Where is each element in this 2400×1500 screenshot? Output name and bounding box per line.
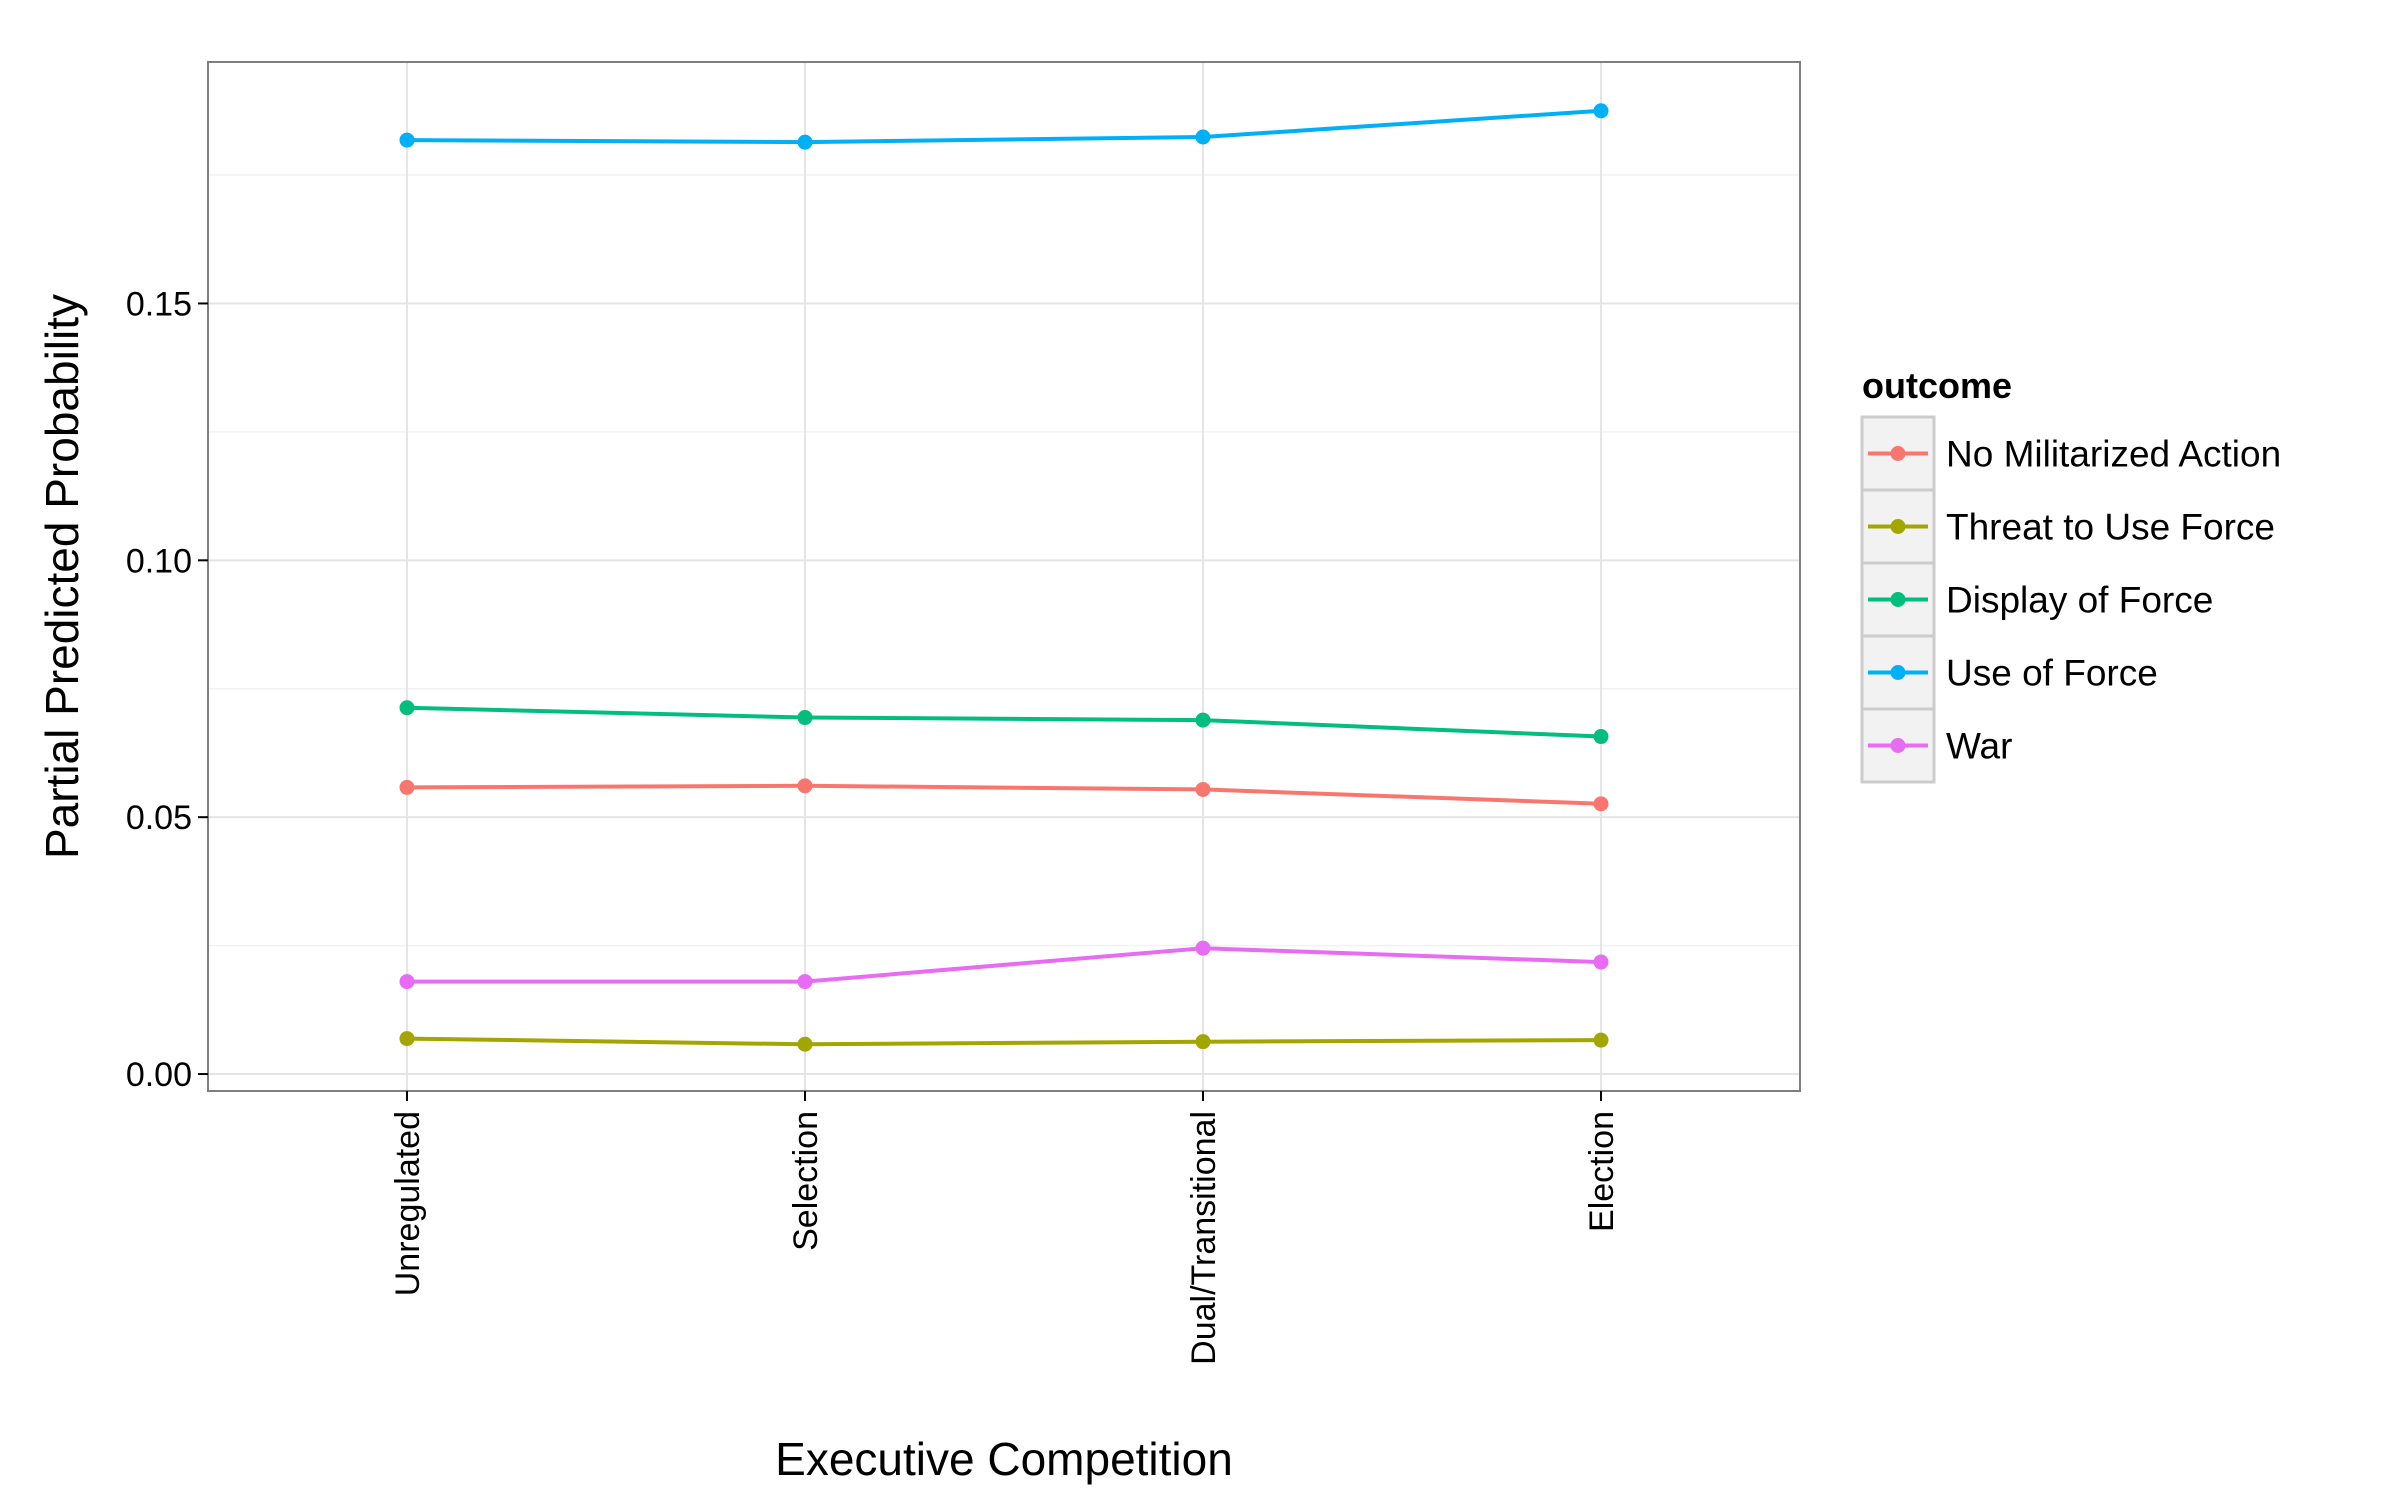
x-tick-label: Dual/Transitional — [1185, 1111, 1223, 1365]
data-point — [399, 1031, 415, 1047]
series-lines — [399, 103, 1609, 1052]
series-group — [399, 103, 1609, 150]
data-point — [1195, 1034, 1211, 1050]
data-point — [399, 700, 415, 716]
data-point — [399, 974, 415, 990]
series-group — [399, 700, 1609, 745]
axis-ticks: 0.00 0.05 0.10 0.15 Unregulated Selection Dual… — [126, 285, 1621, 1364]
x-tick-label: Selection — [787, 1111, 825, 1251]
data-point — [797, 710, 813, 726]
data-point — [399, 132, 415, 148]
legend-key-point — [1890, 519, 1906, 534]
data-point — [1593, 796, 1609, 812]
series-group — [399, 1031, 1609, 1052]
data-point — [1195, 129, 1211, 145]
series-group — [399, 778, 1609, 812]
data-point — [399, 779, 415, 795]
y-tick-label: 0.05 — [126, 799, 192, 837]
legend-key-point — [1890, 592, 1906, 607]
series-line — [406, 108, 1602, 145]
x-axis-title: Executive Competition — [775, 1433, 1233, 1485]
data-point — [797, 974, 813, 990]
y-tick-label: 0.10 — [126, 542, 192, 580]
grid — [208, 62, 1800, 1091]
y-tick-label: 0.15 — [126, 285, 192, 323]
data-point — [1593, 729, 1609, 745]
data-point — [1593, 1032, 1609, 1048]
data-point — [797, 134, 813, 150]
data-point — [1593, 954, 1609, 970]
data-point — [797, 778, 813, 794]
y-tick-label: 0.00 — [126, 1056, 192, 1094]
series-line — [407, 946, 1602, 984]
legend-label: Display of Force — [1946, 580, 2213, 621]
data-point — [1195, 712, 1211, 728]
legend-key-point — [1890, 665, 1906, 680]
data-point — [797, 1036, 813, 1052]
plot-panel-border — [207, 61, 1801, 1092]
data-point — [1593, 103, 1609, 119]
series-line — [406, 783, 1602, 806]
legend-label: War — [1946, 726, 2012, 767]
x-tick-label: Election — [1583, 1111, 1621, 1232]
y-axis-title: Partial Predicted Probability — [36, 294, 88, 859]
legend: outcome No Militarized Action Threat to U… — [1860, 365, 2281, 784]
data-point — [1195, 781, 1211, 797]
legend-key-point — [1890, 738, 1906, 753]
data-point — [1195, 940, 1211, 956]
series-group — [399, 940, 1609, 990]
series-line — [406, 1036, 1602, 1047]
legend-key-point — [1890, 446, 1906, 461]
legend-label: No Militarized Action — [1946, 434, 2281, 475]
series-line — [406, 705, 1602, 739]
x-tick-label: Unregulated — [389, 1111, 427, 1296]
legend-label: Threat to Use Force — [1946, 507, 2275, 548]
legend-label: Use of Force — [1946, 653, 2158, 694]
legend-title: outcome — [1862, 365, 2012, 406]
